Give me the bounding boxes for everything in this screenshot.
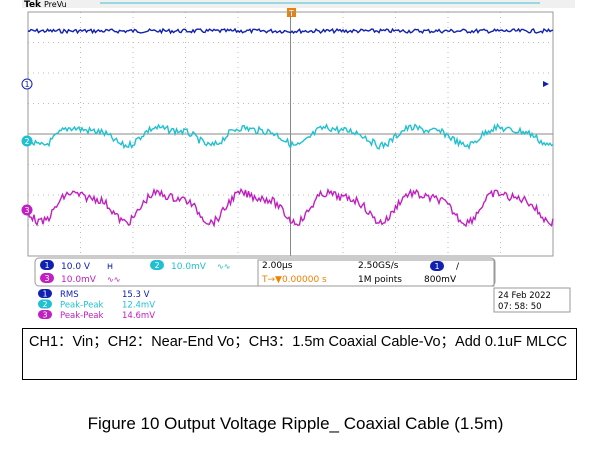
mode: PreVu (44, 0, 67, 9)
meas-badge-label: 2 (42, 300, 47, 309)
note-box: CH1：Vin；CH2：Near-End Vo；CH3：1.5m Coaxial… (22, 328, 577, 380)
graticule (27, 11, 554, 257)
trigger-marker: T (288, 9, 294, 18)
record: 1M points (358, 275, 402, 285)
trigger-level: 800mV (424, 275, 457, 285)
channel-markers: 1 2 3 (21, 78, 549, 216)
trigger-badge (430, 261, 444, 271)
trace (27, 27, 554, 35)
meas-name: Peak-Peak (60, 311, 104, 321)
badge-label: 3 (44, 274, 49, 283)
channel-marker-label: 1 (24, 80, 29, 89)
date: 24 Feb 2022 (498, 291, 551, 301)
channel-scale: 10.0mV (171, 262, 207, 272)
channel-marker-label: 3 (24, 206, 29, 215)
badge-label: 2 (154, 261, 159, 270)
meas-value: 14.6mV (122, 311, 155, 321)
channel-scale: 10.0 V (61, 262, 91, 272)
sample-rate: 2.50GS/s (358, 261, 399, 271)
top-bar (22, 0, 575, 8)
meas-value: 15.3 V (122, 290, 150, 300)
channel-badge (40, 260, 54, 270)
meas-badge (38, 289, 52, 298)
ch1-offset-arrow (543, 81, 549, 87)
meas-badge (38, 310, 52, 319)
meas-badge-label: 3 (42, 311, 47, 320)
caption: Figure 10 Output Voltage Ripple_ Coaxial… (87, 414, 504, 433)
channel-badge (150, 260, 164, 270)
meas-name: Peak-Peak (60, 301, 104, 311)
waveforms (27, 27, 554, 228)
status-panel: 1 10.0 V ᕼ 2 10.0mV ∿∿ 3 10.0mV ∿∿ 2.00µs T→▼0.000… (34, 257, 571, 321)
channel-marker (21, 135, 33, 147)
channel-marker (21, 78, 33, 90)
brand: Tek (24, 0, 42, 10)
time-box (257, 259, 495, 287)
scope-screen: Tek PreVu T 123 1 10.0 V ᕼ 2 10.0mV ∿∿3 10.0mV… (21, 0, 575, 321)
meas-badge-label: 1 (42, 290, 47, 299)
channel-marker (21, 204, 33, 216)
position: T→▼0.00000 s (261, 275, 327, 285)
date-box (493, 287, 571, 313)
channel-marker-label: 2 (24, 137, 29, 146)
trace (27, 122, 554, 151)
channel-scale: 10.0mV (61, 275, 97, 285)
timebase: 2.00µs (262, 261, 293, 271)
trace (27, 187, 554, 228)
channel-coupling: ∿∿ (107, 275, 120, 284)
badge-label: 1 (44, 261, 49, 270)
meas-value: 12.4mV (122, 301, 155, 311)
time: 07: 58: 50 (498, 302, 542, 312)
channel-coupling: ∿∿ (217, 262, 230, 271)
meas-badge (38, 299, 52, 309)
graticule-border (27, 11, 554, 257)
trigger-channel: 1 (434, 262, 439, 271)
meas-name: RMS (60, 290, 79, 300)
trigger-slope: / (456, 262, 460, 272)
channel-badge (40, 273, 54, 283)
channel-coupling: ᕼ (107, 262, 113, 271)
